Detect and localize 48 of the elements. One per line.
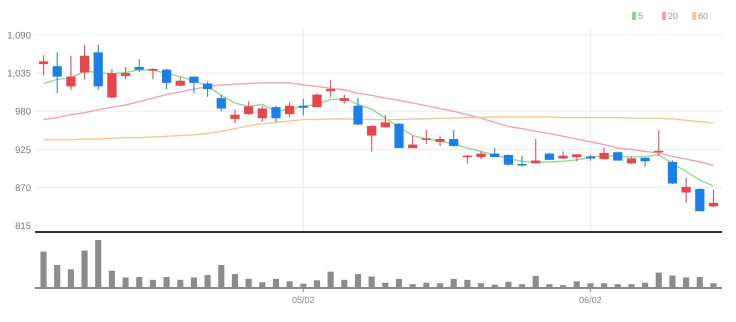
candlestick <box>176 76 185 87</box>
y-tick-label: 1,090 <box>7 30 31 42</box>
candlestick <box>353 98 363 126</box>
legend-label: 60 <box>698 11 708 22</box>
y-tick-label: 1,035 <box>7 68 31 80</box>
candlestick <box>66 55 76 90</box>
candlestick <box>258 105 267 122</box>
candlestick <box>202 80 212 98</box>
candlestick <box>340 94 349 104</box>
y-tick-label: 925 <box>15 144 31 156</box>
candlestick <box>120 66 130 80</box>
candlestick <box>408 135 418 149</box>
x-tick-label: 05/02 <box>292 295 315 305</box>
candlestick <box>422 130 431 144</box>
candlestick <box>189 76 199 94</box>
legend-label: 20 <box>668 11 678 22</box>
line-series <box>42 116 714 140</box>
candlestick <box>148 68 158 80</box>
candlestick <box>244 101 254 116</box>
candlestick <box>668 160 678 185</box>
candlestick <box>312 92 322 108</box>
candlestick <box>708 189 718 208</box>
candlestick <box>682 177 691 204</box>
candlestick <box>80 44 90 80</box>
y-tick-label: 980 <box>15 106 31 118</box>
candlestick <box>271 105 281 123</box>
candlestick <box>380 114 390 128</box>
candlestick <box>367 125 376 152</box>
candlestick <box>230 109 240 124</box>
candlestick <box>504 154 513 166</box>
candlestick <box>449 130 458 148</box>
candlestick <box>216 94 226 112</box>
y-tick-label: 870 <box>15 182 31 194</box>
candlestick <box>298 98 308 116</box>
candlestick <box>52 52 62 94</box>
candlestick <box>517 155 527 168</box>
candlestick <box>654 130 664 156</box>
candlestick <box>531 138 540 164</box>
candlestick <box>695 188 704 212</box>
y-tick-label: 815 <box>15 221 31 232</box>
candlestick <box>162 68 172 90</box>
line-series <box>42 82 714 166</box>
candlestick <box>435 136 445 146</box>
candlestick <box>134 58 144 72</box>
candlestick <box>285 102 294 118</box>
legend-label: 5 <box>638 11 644 22</box>
x-tick-label: 06/02 <box>579 295 602 305</box>
candlestick <box>326 80 336 98</box>
